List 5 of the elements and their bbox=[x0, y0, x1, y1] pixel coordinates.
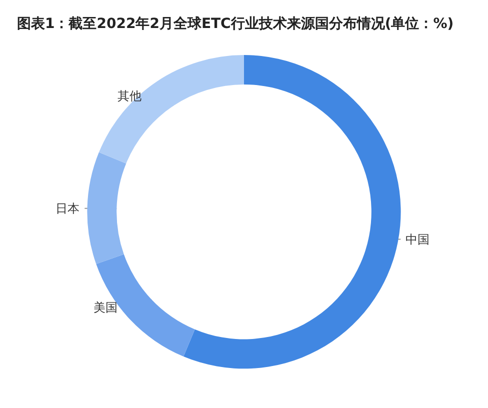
chart-title: 图表1：截至2022年2月全球ETC行业技术来源国分布情况(单位：%) bbox=[17, 16, 454, 32]
slice-label: 日本 bbox=[56, 201, 80, 216]
slice-label: 中国 bbox=[406, 232, 430, 246]
slice-label: 美国 bbox=[94, 300, 118, 315]
slice-label: 其他 bbox=[117, 89, 142, 104]
